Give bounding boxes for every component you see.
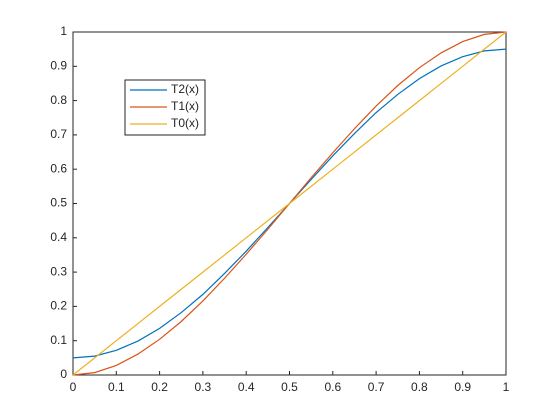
x-tick-label: 1 (503, 380, 510, 394)
x-tick-label: 0.4 (238, 380, 255, 394)
y-tick-label: 0 (60, 367, 67, 381)
line-series (72, 31, 507, 376)
y-tick-label: 0.8 (50, 93, 67, 107)
y-tick-label: 0.6 (50, 161, 67, 175)
x-tick-label: 0.9 (454, 380, 471, 394)
y-tick-label: 0.3 (50, 264, 67, 278)
y-tick-label: 0.5 (50, 196, 67, 210)
y-tick-label: 0.9 (50, 58, 67, 72)
y-tick-label: 0.2 (50, 299, 67, 313)
x-tick-label: 0.1 (108, 380, 125, 394)
x-tick-label: 0.6 (324, 380, 341, 394)
x-tick-label: 0.3 (195, 380, 212, 394)
y-tick-label: 0.1 (50, 333, 67, 347)
x-tick-label: 0.7 (368, 380, 385, 394)
x-tick-label: 0 (70, 380, 77, 394)
x-tick-label: 0.5 (281, 380, 298, 394)
y-tick-label: 0.4 (50, 230, 67, 244)
y-tick-label: 1 (60, 24, 67, 38)
x-tick-label: 0.8 (411, 380, 428, 394)
legend-label: T2(x) (171, 82, 199, 96)
legend-label: T0(x) (171, 116, 199, 130)
y-tick-label: 0.7 (50, 127, 67, 141)
legend-label: T1(x) (171, 99, 199, 113)
x-tick-label: 0.2 (151, 380, 168, 394)
